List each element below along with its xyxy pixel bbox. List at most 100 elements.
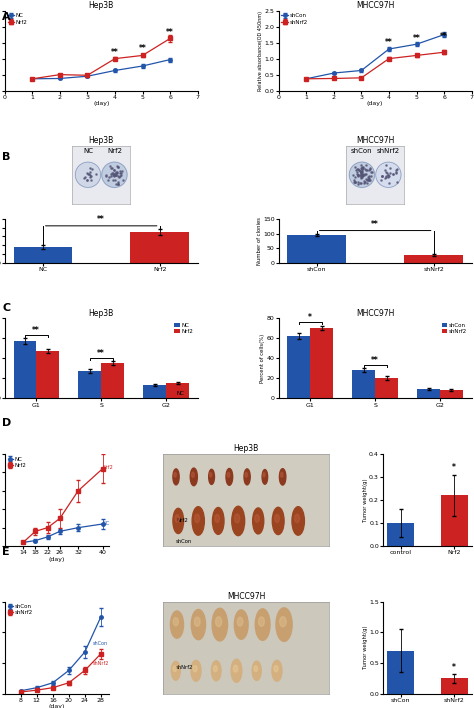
- Ellipse shape: [233, 666, 237, 672]
- Ellipse shape: [171, 611, 183, 638]
- Point: [364, 164, 371, 176]
- Title: MHCC97H: MHCC97H: [227, 592, 265, 600]
- Point: [359, 170, 366, 181]
- Point: [357, 165, 365, 176]
- Legend: shCon, shNrf2: shCon, shNrf2: [440, 321, 469, 336]
- Point: [103, 169, 110, 181]
- X-axis label: (day): (day): [367, 101, 383, 106]
- Ellipse shape: [173, 617, 178, 626]
- Point: [117, 166, 124, 177]
- Ellipse shape: [216, 617, 222, 627]
- Point: [112, 166, 119, 177]
- Point: [84, 169, 92, 180]
- Bar: [353, 370, 375, 399]
- Point: [359, 169, 366, 180]
- Text: *: *: [308, 313, 312, 322]
- Point: [113, 169, 120, 181]
- Text: shNrf2: shNrf2: [176, 666, 193, 670]
- Ellipse shape: [173, 666, 177, 671]
- Bar: [101, 363, 124, 399]
- Bar: [440, 390, 463, 399]
- Ellipse shape: [212, 608, 228, 641]
- Text: C: C: [2, 303, 10, 313]
- Ellipse shape: [244, 469, 250, 485]
- Point: [357, 169, 365, 181]
- Point: [83, 175, 91, 186]
- Point: [115, 161, 122, 173]
- Legend: NC, Nrf2: NC, Nrf2: [8, 457, 27, 468]
- Point: [358, 169, 366, 181]
- Point: [118, 165, 126, 176]
- Point: [115, 176, 122, 188]
- Point: [364, 173, 372, 185]
- Point: [359, 170, 367, 181]
- Point: [352, 164, 360, 176]
- Point: [357, 167, 365, 178]
- Point: [366, 162, 374, 173]
- Circle shape: [102, 162, 127, 188]
- Point: [359, 170, 366, 181]
- Ellipse shape: [231, 659, 242, 683]
- Point: [354, 170, 362, 181]
- Point: [382, 159, 390, 170]
- Point: [355, 169, 362, 181]
- Ellipse shape: [279, 469, 286, 485]
- Ellipse shape: [173, 508, 183, 534]
- Point: [87, 170, 95, 181]
- Point: [355, 178, 362, 190]
- Bar: [387, 523, 414, 546]
- Point: [364, 178, 371, 189]
- Y-axis label: Tumor weight(g): Tumor weight(g): [363, 626, 368, 670]
- X-axis label: (day): (day): [93, 101, 109, 106]
- Point: [354, 164, 361, 175]
- Point: [365, 171, 373, 182]
- Point: [358, 169, 366, 181]
- Ellipse shape: [255, 515, 259, 523]
- Point: [109, 167, 116, 178]
- Point: [359, 161, 367, 173]
- Point: [111, 169, 119, 180]
- Ellipse shape: [173, 469, 179, 485]
- Point: [118, 168, 125, 179]
- Point: [392, 168, 400, 179]
- Bar: [14, 341, 36, 399]
- Point: [383, 168, 391, 179]
- Point: [115, 171, 123, 182]
- Point: [114, 178, 122, 189]
- Point: [351, 177, 359, 188]
- Point: [108, 168, 115, 179]
- Ellipse shape: [237, 617, 243, 626]
- Point: [86, 169, 94, 181]
- Bar: [441, 496, 468, 546]
- Point: [360, 169, 368, 181]
- Point: [111, 169, 118, 181]
- Text: **: **: [139, 44, 146, 53]
- Point: [377, 174, 384, 185]
- Ellipse shape: [191, 610, 206, 640]
- Title: Hep3B: Hep3B: [89, 136, 114, 145]
- Point: [111, 175, 119, 186]
- Point: [364, 174, 372, 185]
- Point: [349, 170, 356, 181]
- Point: [356, 169, 364, 181]
- Point: [355, 165, 363, 176]
- Point: [119, 174, 127, 185]
- Point: [382, 171, 390, 182]
- Point: [110, 164, 118, 176]
- Text: shNrf2: shNrf2: [377, 148, 400, 154]
- Legend: NC, Nrf2: NC, Nrf2: [173, 321, 195, 336]
- Ellipse shape: [262, 469, 268, 484]
- Point: [365, 174, 373, 185]
- Point: [361, 164, 368, 175]
- Ellipse shape: [234, 610, 248, 639]
- Point: [358, 169, 365, 181]
- Point: [362, 169, 370, 180]
- Circle shape: [75, 162, 100, 188]
- Point: [87, 174, 94, 185]
- Point: [393, 176, 401, 187]
- Y-axis label: Tumor weight(g): Tumor weight(g): [363, 478, 368, 522]
- Point: [351, 176, 359, 188]
- Bar: [166, 384, 189, 399]
- Ellipse shape: [275, 514, 280, 523]
- Point: [361, 176, 369, 188]
